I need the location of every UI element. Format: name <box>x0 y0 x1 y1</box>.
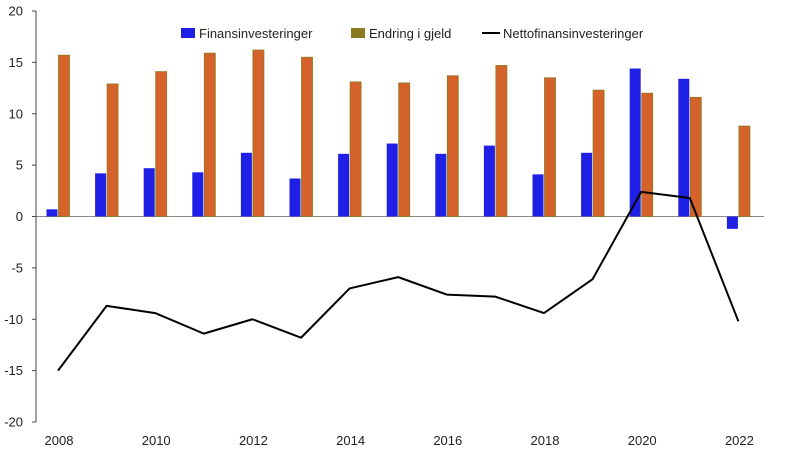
bar-finansinvesteringer-2014 <box>338 153 350 217</box>
bar-endring-i-gjeld-2012 <box>252 49 265 217</box>
y-tick-label: -10 <box>4 312 23 327</box>
bar-endring-i-gjeld-2014 <box>349 81 362 217</box>
bar-finansinvesteringer-2022 <box>726 216 738 229</box>
x-tick-label: 2010 <box>142 433 171 448</box>
bar-endring-i-gjeld-2011 <box>203 52 216 217</box>
bar-finansinvesteringer-2008 <box>46 209 58 217</box>
bar-endring-i-gjeld-2015 <box>398 82 411 217</box>
bar-endring-i-gjeld-2010 <box>155 71 168 217</box>
y-tick-label: -5 <box>11 260 23 275</box>
bar-finansinvesteringer-2020 <box>629 68 641 217</box>
bars-layer <box>46 49 751 229</box>
bar-endring-i-gjeld-2013 <box>301 56 313 217</box>
bar-finansinvesteringer-2021 <box>678 78 690 217</box>
legend-label-nettofinansinvesteringer: Nettofinansinvesteringer <box>503 26 644 41</box>
y-tick-label: 5 <box>16 158 23 173</box>
x-tick-label: 2016 <box>433 433 462 448</box>
line-nettofinansinvesteringer <box>57 190 740 372</box>
y-tick-label: 0 <box>16 209 23 224</box>
bar-endring-i-gjeld-2019 <box>592 89 605 217</box>
bar-finansinvesteringer-2019 <box>581 152 593 217</box>
bar-finansinvesteringer-2018 <box>532 174 544 217</box>
y-tick-label: -15 <box>4 363 23 378</box>
y-tick-label: 15 <box>9 55 23 70</box>
bar-finansinvesteringer-2010 <box>143 168 155 217</box>
x-tick-label: 2022 <box>725 433 754 448</box>
bar-endring-i-gjeld-2022 <box>738 125 751 217</box>
legend: Finansinvesteringer Endring i gjeld Nettof… <box>181 26 644 41</box>
x-tick-label: 2020 <box>628 433 657 448</box>
line-layer <box>57 190 740 372</box>
bar-finansinvesteringer-2011 <box>192 172 204 217</box>
x-tick-label: 2014 <box>336 433 365 448</box>
bar-finansinvesteringer-2015 <box>386 143 398 217</box>
bar-finansinvesteringer-2016 <box>435 153 447 217</box>
y-tick-label: 10 <box>9 106 23 121</box>
bar-endring-i-gjeld-2008 <box>58 54 70 217</box>
legend-label-finansinvesteringer: Finansinvesteringer <box>199 26 313 41</box>
bar-finansinvesteringer-2017 <box>483 145 495 217</box>
bar-finansinvesteringer-2009 <box>95 173 107 217</box>
bar-finansinvesteringer-2012 <box>240 152 252 217</box>
bar-endring-i-gjeld-2009 <box>106 83 119 217</box>
bar-endring-i-gjeld-2018 <box>544 77 556 217</box>
axis-layer: 20 15 10 5 0 -5 -10 -15 -20 2008 2010 2012 2014 2016 2… <box>4 4 754 449</box>
bar-endring-i-gjeld-2017 <box>495 65 508 217</box>
legend-label-endring-i-gjeld: Endring i gjeld <box>369 26 451 41</box>
y-tick-label: -20 <box>4 415 23 430</box>
bar-finansinvesteringer-2013 <box>289 178 301 217</box>
bar-endring-i-gjeld-2021 <box>689 96 702 217</box>
bar-endring-i-gjeld-2020 <box>641 92 654 217</box>
legend-swatch-endring-i-gjeld <box>351 28 365 38</box>
x-tick-label: 2018 <box>531 433 560 448</box>
x-tick-label: 2012 <box>239 433 268 448</box>
x-tick-label: 2008 <box>45 433 74 448</box>
legend-swatch-finansinvesteringer <box>181 28 195 38</box>
bar-endring-i-gjeld-2016 <box>446 75 459 217</box>
y-tick-label: 20 <box>9 4 23 19</box>
